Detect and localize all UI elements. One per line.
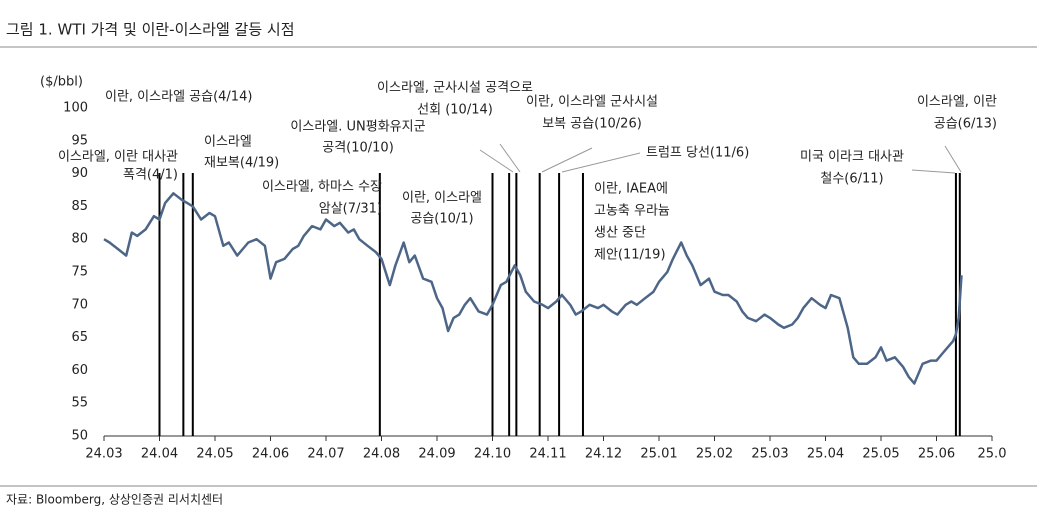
event-label: 이스라엘 bbox=[204, 135, 252, 150]
event-label: 이란, 이스라엘 공습(4/14) bbox=[105, 90, 252, 105]
x-tick-label: 25.06 bbox=[918, 447, 955, 462]
x-tick-label: 24.05 bbox=[196, 447, 233, 462]
x-tick-label: 25.03 bbox=[751, 447, 788, 462]
event-label: 철수(6/11) bbox=[820, 172, 883, 187]
y-tick-label: 80 bbox=[71, 232, 88, 247]
leader-line bbox=[561, 152, 641, 173]
chart-title: 그림 1. WTI 가격 및 이란-이스라엘 갈등 시점 bbox=[6, 21, 295, 39]
y-tick-label: 50 bbox=[71, 429, 88, 444]
leader-line bbox=[479, 149, 514, 173]
event-label: 이란, 이스라엘 군사시설 bbox=[526, 95, 658, 110]
y-tick-label: 90 bbox=[71, 166, 88, 181]
x-tick-label: 24.09 bbox=[418, 447, 455, 462]
event-label: 이스라엘, 이란 대사관 bbox=[58, 150, 178, 165]
y-tick-label: 65 bbox=[71, 330, 88, 345]
x-tick-label: 24.08 bbox=[363, 447, 400, 462]
event-label: 폭격(4/1) bbox=[123, 168, 178, 183]
event-label: 제안(11/19) bbox=[594, 248, 666, 263]
x-tick-label: 24.12 bbox=[585, 447, 622, 462]
y-tick-label: 100 bbox=[63, 101, 88, 116]
event-label: 트럼프 당선(11/6) bbox=[646, 146, 749, 161]
y-axis-label: ($/bbl) bbox=[40, 75, 83, 90]
x-tick-label: 24.07 bbox=[307, 447, 344, 462]
y-tick-label: 85 bbox=[71, 199, 88, 214]
y-tick-label: 95 bbox=[71, 133, 88, 148]
leader-line bbox=[541, 147, 593, 173]
y-tick-label: 75 bbox=[71, 265, 88, 280]
event-label: 미국 이라크 대사관 bbox=[800, 150, 904, 165]
event-label: 이스라엘. UN평화유지군 bbox=[290, 120, 425, 135]
x-tick-label: 25.05 bbox=[862, 447, 899, 462]
price-line bbox=[103, 192, 963, 385]
event-label: 공격(10/10) bbox=[322, 141, 394, 156]
y-tick-label: 55 bbox=[71, 396, 88, 411]
event-label: 이란, 이스라엘 bbox=[402, 191, 482, 206]
event-label: 선회 (10/14) bbox=[417, 103, 493, 118]
event-label: 이스라엘, 하마스 수장 bbox=[262, 180, 382, 195]
event-label: 이스라엘, 이란 bbox=[917, 95, 997, 110]
source: 자료: Bloomberg, 상상인증권 리서치센터 bbox=[6, 493, 223, 507]
x-tick-label: 25.01 bbox=[640, 447, 677, 462]
x-tick-label: 25.04 bbox=[807, 447, 844, 462]
y-tick-label: 70 bbox=[71, 297, 88, 312]
event-label: 생산 중단 bbox=[594, 226, 646, 241]
event-label: 이란, IAEA에 bbox=[594, 182, 668, 197]
x-tick-label: 24.10 bbox=[474, 447, 511, 462]
event-label: 공습(6/13) bbox=[934, 117, 997, 132]
y-tick-label: 60 bbox=[71, 363, 88, 378]
leader-line bbox=[911, 169, 956, 174]
event-label: 재보복(4/19) bbox=[204, 156, 279, 171]
event-label: 보복 공습(10/26) bbox=[542, 117, 642, 132]
x-tick-label: 24.06 bbox=[252, 447, 289, 462]
leader-line bbox=[944, 145, 962, 173]
leader-line bbox=[499, 143, 521, 173]
x-tick-label: 25.02 bbox=[696, 447, 733, 462]
x-tick-label: 24.03 bbox=[85, 447, 122, 462]
x-tick-label: 24.04 bbox=[141, 447, 178, 462]
x-tick-label: 24.11 bbox=[529, 447, 566, 462]
event-label: 암살(7/31) bbox=[319, 202, 382, 217]
event-label: 공습(10/1) bbox=[410, 212, 473, 227]
x-tick-label: 25.0 bbox=[978, 447, 1007, 462]
event-label: 고농축 우라늄 bbox=[594, 204, 670, 219]
event-label: 이스라엘, 군사시설 공격으로 bbox=[377, 81, 533, 96]
